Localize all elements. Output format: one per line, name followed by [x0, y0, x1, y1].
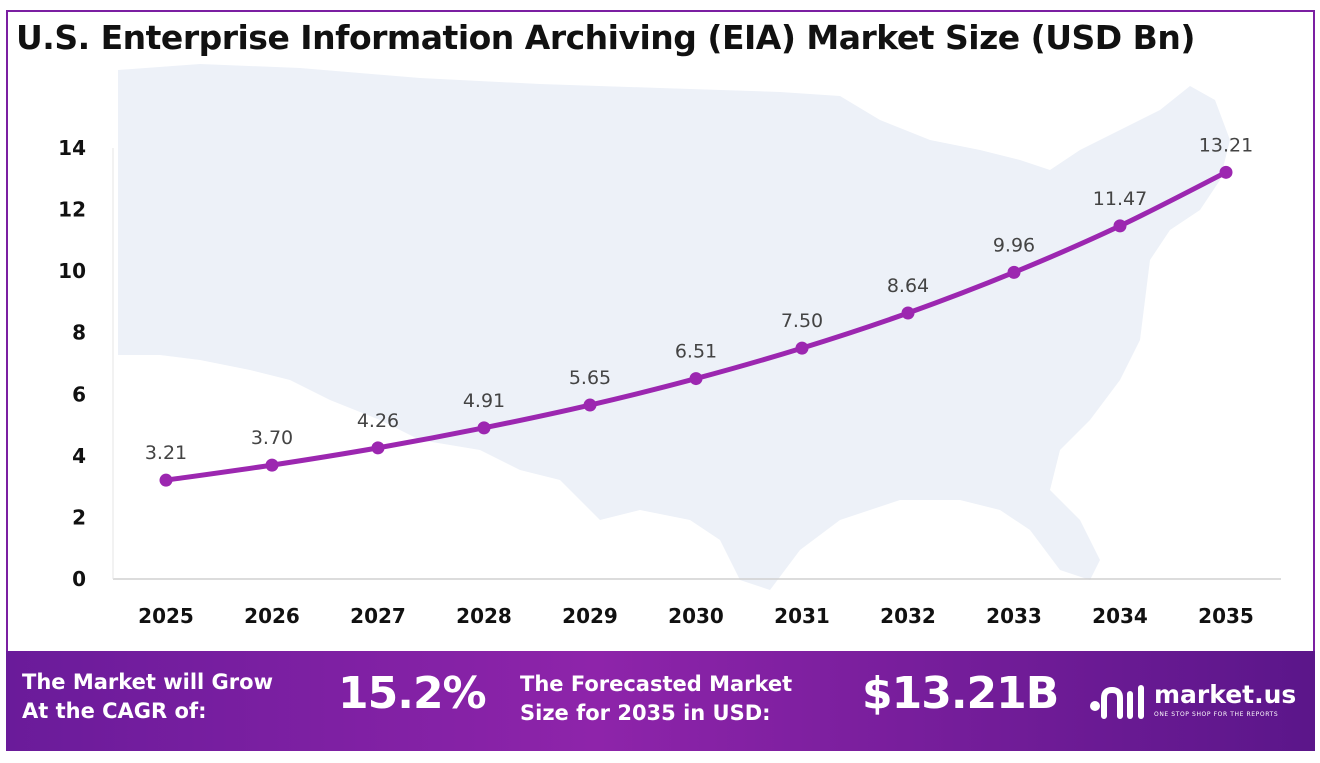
- data-point: [689, 372, 703, 386]
- brand-logo: market.us ONE STOP SHOP FOR THE REPORTS: [1086, 678, 1312, 724]
- data-point: [583, 398, 597, 412]
- data-point: [159, 473, 173, 487]
- data-label: 9.96: [993, 234, 1035, 256]
- x-tick-label: 2035: [1198, 604, 1254, 628]
- cagr-value: 15.2%: [338, 668, 487, 719]
- chart-title: U.S. Enterprise Information Archiving (E…: [16, 18, 1195, 57]
- x-tick-label: 2033: [986, 604, 1042, 628]
- forecast-caption: The Forecasted Market Size for 2035 in U…: [520, 672, 793, 725]
- y-tick-label: 2: [72, 505, 86, 529]
- line-chart: 0 2 4 6 8 10 12 14 2025 2026 2027 2028 2029 2030 2031…: [58, 64, 1281, 628]
- x-tick-label: 2028: [456, 604, 512, 628]
- data-label: 4.91: [463, 390, 505, 412]
- x-tick-label: 2032: [880, 604, 936, 628]
- y-tick-label: 12: [58, 198, 86, 222]
- brand-name: market.us: [1154, 680, 1297, 709]
- data-label: 6.51: [675, 341, 717, 363]
- x-tick-label: 2030: [668, 604, 724, 628]
- x-tick-label: 2029: [562, 604, 618, 628]
- data-point: [477, 421, 491, 435]
- data-label: 8.64: [887, 275, 929, 297]
- data-label: 4.26: [357, 410, 399, 432]
- y-tick-label: 8: [72, 321, 86, 345]
- y-tick-label: 6: [72, 382, 86, 406]
- data-point: [1007, 265, 1021, 279]
- data-point: [901, 306, 915, 320]
- data-point: [371, 441, 385, 455]
- forecast-value: $13.21B: [862, 668, 1059, 719]
- y-tick-label: 10: [58, 259, 86, 283]
- footer-banner: [6, 651, 1315, 751]
- data-point: [1113, 219, 1127, 233]
- data-label: 7.50: [781, 310, 823, 332]
- data-point: [795, 341, 809, 355]
- y-tick-label: 4: [72, 444, 86, 468]
- data-label: 3.21: [145, 442, 187, 464]
- y-tick-label: 14: [58, 136, 86, 160]
- cagr-caption: The Market will Grow At the CAGR of:: [22, 670, 273, 723]
- x-tick-label: 2026: [244, 604, 300, 628]
- y-tick-label: 0: [72, 567, 86, 591]
- data-point: [1219, 165, 1233, 179]
- us-map-background: [118, 64, 1230, 590]
- data-label: 13.21: [1199, 134, 1253, 156]
- x-tick-label: 2025: [138, 604, 194, 628]
- data-label: 5.65: [569, 367, 611, 389]
- data-label: 11.47: [1093, 188, 1147, 210]
- x-tick-label: 2031: [774, 604, 830, 628]
- brand-tagline: ONE STOP SHOP FOR THE REPORTS: [1154, 711, 1279, 718]
- x-tick-label: 2027: [350, 604, 406, 628]
- data-label: 3.70: [251, 427, 293, 449]
- market-us-logo-icon: [1090, 685, 1144, 719]
- x-tick-label: 2034: [1092, 604, 1148, 628]
- data-point: [265, 458, 279, 472]
